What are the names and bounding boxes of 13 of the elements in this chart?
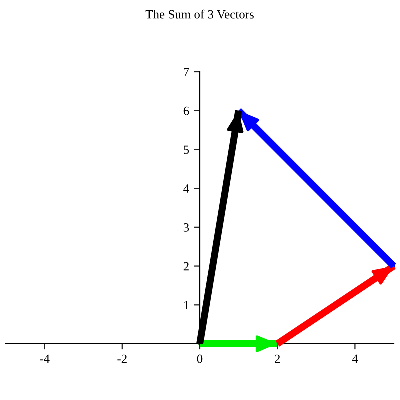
y-tick-label: 4 [184,184,190,193]
y-tick-label: 5 [184,146,190,154]
x-tick-label: 2 [275,354,280,364]
chart-title: The Sum of 3 Vectors [146,10,254,19]
y-tick-label: 2 [184,262,189,271]
y-tick-label: 6 [184,106,190,116]
x-tick-label: 4 [352,354,358,364]
y-tick-label: 7 [184,68,190,76]
y-tick-label: 1 [184,301,189,310]
x-tick-label: 0 [197,354,203,364]
x-tick-label: -2 [118,354,127,364]
y-tick-label: 3 [184,223,190,232]
x-tick-label: -4 [40,354,50,364]
